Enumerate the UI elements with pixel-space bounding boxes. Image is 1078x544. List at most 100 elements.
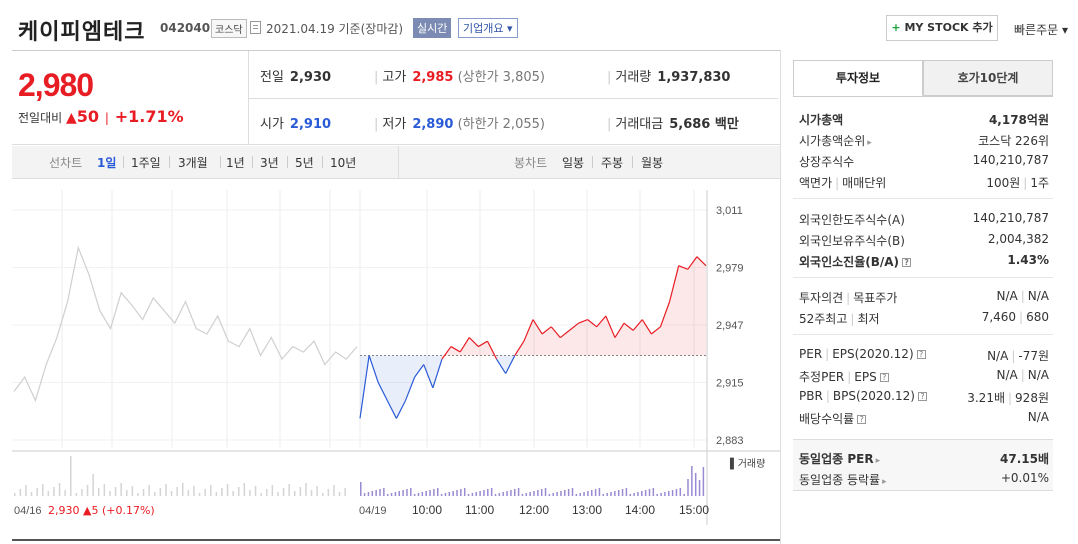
chevron-right-icon: ▸ [867, 138, 872, 148]
period-10y[interactable]: 10년 [330, 156, 357, 170]
volume-bar [587, 491, 589, 496]
today-line-segment [368, 355, 379, 383]
period-3m[interactable]: 3개월 [178, 156, 208, 170]
volume-bar [338, 492, 341, 496]
add-my-stock-button[interactable]: + MY STOCK 추가 [886, 15, 998, 41]
row-pbr-bps: PBR | BPS(2020.12)? 3.21배 | 928원 [799, 389, 1049, 405]
realtime-button[interactable]: 실시간 [413, 18, 452, 38]
candle-monthly[interactable]: 월봉 [641, 156, 664, 170]
volume-bar [47, 491, 50, 496]
volume-bar [165, 484, 167, 496]
candle-weekly[interactable]: 주봉 [601, 156, 624, 170]
volume-bar [498, 493, 501, 496]
today-line-segment [550, 326, 561, 338]
today-line-segment [641, 319, 652, 335]
volume-bar [294, 491, 296, 496]
area-fill [533, 319, 543, 356]
tab-orderbook-10[interactable]: 호가10단계 [923, 60, 1053, 96]
area-fill [451, 346, 461, 356]
volume-bar [131, 486, 134, 496]
add-my-stock-label: MY STOCK 추가 [904, 21, 993, 34]
today-line-segment [632, 319, 643, 331]
volume-bar [390, 493, 393, 496]
volume-bar [533, 491, 535, 496]
candle-daily[interactable]: 일봉 [562, 156, 585, 170]
volume-bar [114, 487, 117, 496]
today-line-segment [423, 364, 434, 389]
volume-bar [310, 490, 313, 496]
volume-bar [215, 492, 218, 496]
today-line-segment [414, 364, 425, 378]
row-market-cap-rank[interactable]: 시가총액순위 ▸ 코스닥 226위 [799, 134, 1049, 148]
prev-day-line [13, 245, 358, 403]
help-icon[interactable]: ? [857, 415, 867, 424]
base-date: 2021.04.19 기준(장마감) [266, 22, 404, 36]
company-overview-dropdown[interactable]: 기업개요 ▾ [458, 18, 518, 38]
volume-bar [193, 486, 195, 496]
volume-bar [371, 491, 374, 496]
today-line-segment [459, 337, 470, 353]
chevron-right-icon: ▸ [875, 456, 881, 466]
volume-bar [598, 488, 601, 496]
volume-bar [226, 484, 229, 496]
area-fill [423, 355, 433, 388]
volume-bar [406, 489, 408, 496]
volume-bar [282, 488, 285, 496]
period-1y[interactable]: 1년 [226, 156, 245, 170]
volume-bar [425, 491, 427, 496]
period-3y[interactable]: 3년 [260, 156, 279, 170]
row-opinion-target: 투자의견 | 목표주가 N/A | N/A [799, 289, 1049, 305]
volume-bar [198, 493, 201, 496]
volume-bar [75, 493, 78, 496]
prev-day-summary: 2,930 ▲5 (+0.17%) [48, 504, 155, 517]
volume-bar [221, 488, 223, 496]
help-icon[interactable]: ? [917, 392, 927, 401]
x-tick-label: 13:00 [572, 503, 602, 517]
period-5y[interactable]: 5년 [295, 156, 314, 170]
volume-bar [668, 491, 670, 496]
volume-bar [103, 484, 106, 496]
volume-bar [591, 490, 593, 496]
period-1d[interactable]: 1일 [97, 156, 117, 170]
volume-bar [360, 482, 362, 496]
y-tick-label: 2,947 [716, 320, 744, 332]
row-52week: 52주최고 | 최저 7,460 | 680 [799, 310, 1049, 326]
volume-bar [471, 493, 474, 496]
today-line-segment [578, 319, 588, 324]
volume-bar [660, 493, 662, 496]
current-price: 2,980 [18, 67, 94, 103]
row-industry-per[interactable]: 동일업종 PER ▸ 47.15배 [799, 452, 1049, 466]
volume-bar [383, 488, 385, 496]
x-tick-label: 15:00 [679, 503, 709, 517]
volume-bar [602, 494, 605, 496]
area-fill [478, 341, 488, 356]
help-icon[interactable]: ? [879, 373, 889, 382]
area-fill [414, 355, 424, 378]
area-fill [596, 316, 606, 356]
prev-date-label: 04/16 [14, 505, 42, 517]
volume-bar [254, 486, 257, 496]
volume-bar [525, 493, 528, 496]
help-icon[interactable]: ? [902, 258, 912, 267]
today-line-segment [450, 346, 461, 353]
today-line-segment [377, 382, 388, 401]
volume-bar [552, 493, 554, 496]
period-1w[interactable]: 1주일 [131, 156, 161, 170]
tab-investment-info[interactable]: 투자정보 [793, 60, 923, 96]
today-line-segment [623, 322, 634, 331]
volume-bar [238, 487, 240, 496]
up-arrow-icon: ▲ [66, 110, 77, 126]
row-industry-change[interactable]: 동일업종 등락률 ▸ +0.01% [799, 471, 1049, 487]
volume-bar [277, 492, 279, 496]
intraday-price-chart[interactable]: 3,011 2,979 2,947 2,915 2,883 ▌거래량 04/16 2,930 … [12, 180, 780, 525]
today-line-segment [386, 400, 397, 419]
fast-order-dropdown[interactable]: 빠른주문 ▾ [1014, 23, 1068, 37]
x-tick-label: 12:00 [519, 503, 549, 517]
volume-bar [514, 489, 516, 496]
volume-bar [648, 489, 651, 496]
volume-bar [614, 491, 616, 496]
help-icon[interactable]: ? [916, 350, 926, 359]
candle-chart-label: 봉차트 [514, 156, 548, 170]
volume-legend: ▌거래량 [729, 457, 765, 470]
row-per-eps: PER | EPS(2020.12)? N/A | -77원 [799, 347, 1049, 363]
